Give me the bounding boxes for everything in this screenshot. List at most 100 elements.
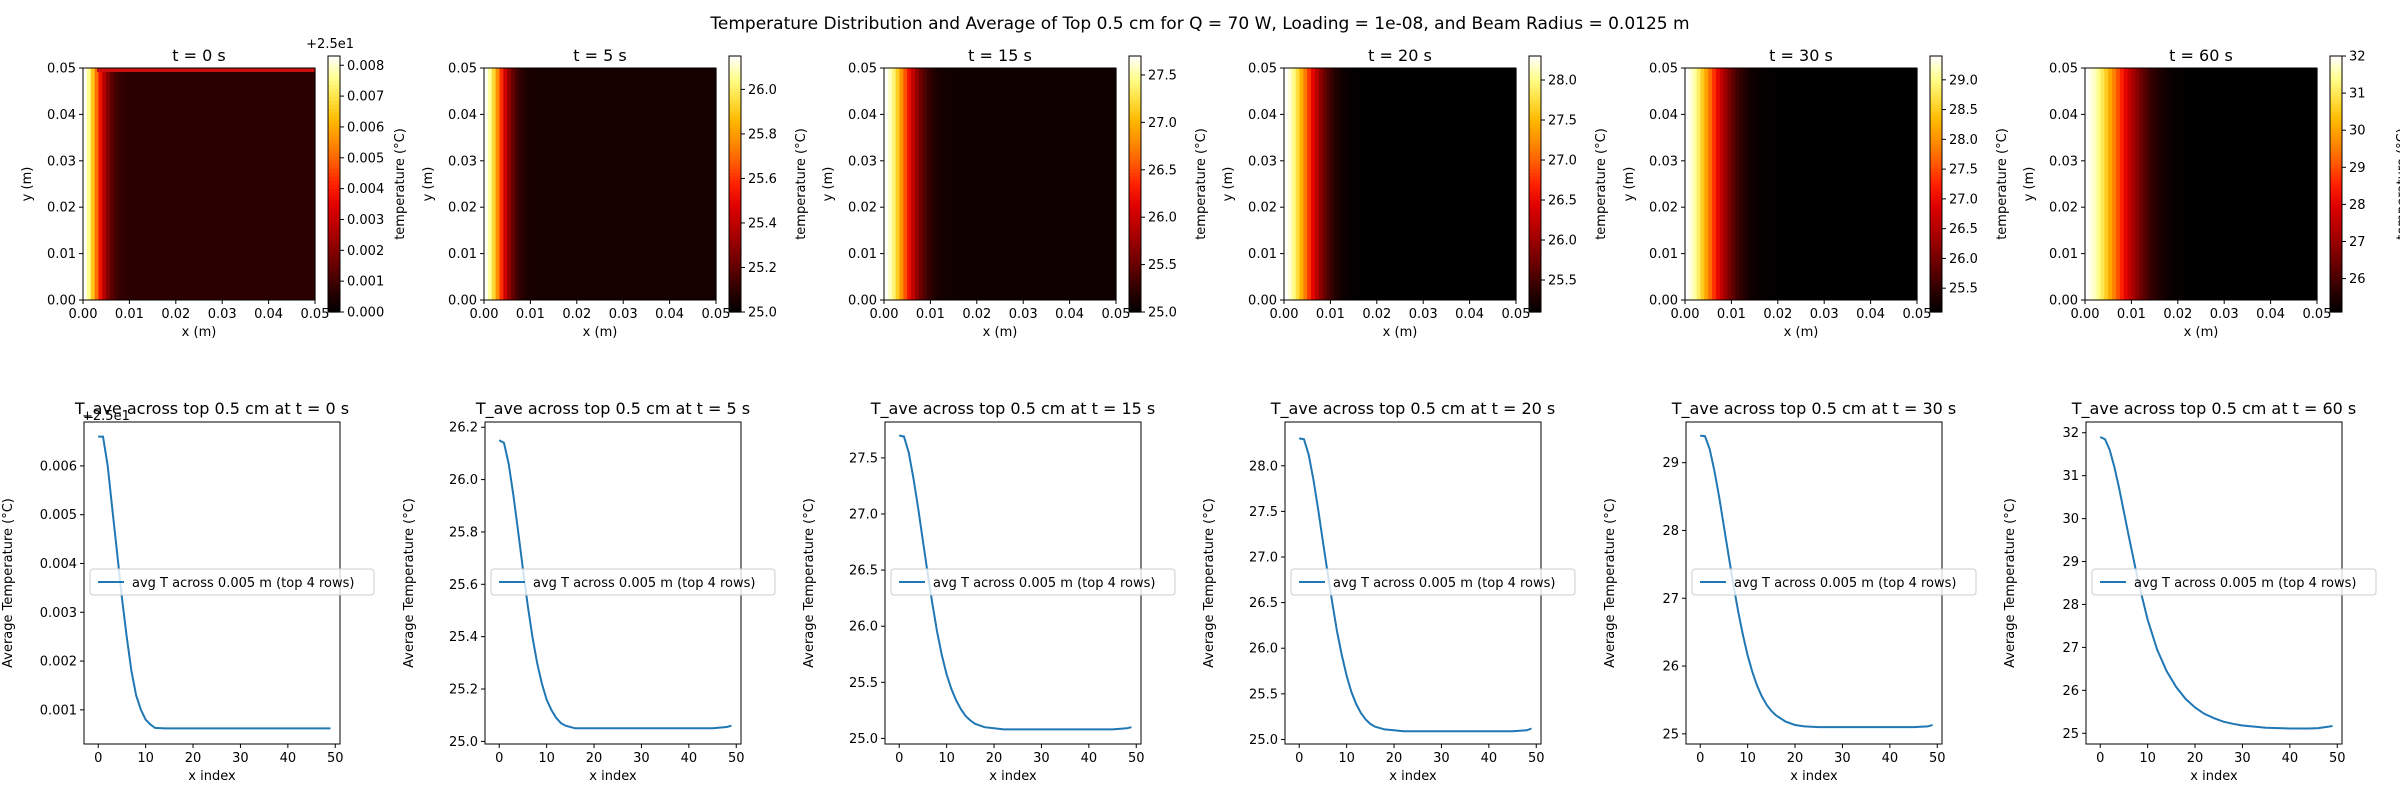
y-tick-label: 0.02 bbox=[1649, 201, 1678, 216]
colorbar-segment bbox=[1529, 200, 1541, 205]
colorbar-segment bbox=[729, 284, 741, 289]
colorbar-segment bbox=[328, 156, 340, 161]
colorbar-segment bbox=[1129, 212, 1141, 217]
x-tick-label: 50 bbox=[1528, 751, 1545, 766]
colorbar-segment bbox=[328, 240, 340, 245]
y-tick-label: 26.0 bbox=[449, 473, 478, 488]
colorbar-segment bbox=[729, 168, 741, 173]
heatmap-cell bbox=[1704, 68, 1709, 300]
heatmap-cell bbox=[1847, 68, 1852, 300]
x-tick-label: 0 bbox=[495, 751, 503, 766]
heatmap-cell bbox=[2239, 68, 2245, 300]
colorbar-segment bbox=[1930, 116, 1942, 121]
colorbar-segment bbox=[729, 220, 741, 225]
heatmap-cell bbox=[98, 68, 103, 300]
heatmap-cell bbox=[1284, 68, 1289, 300]
colorbar-segment bbox=[328, 192, 340, 197]
heatmap-cell bbox=[152, 68, 158, 300]
colorbar-segment bbox=[1930, 276, 1942, 281]
heatmap-cell bbox=[1839, 68, 1845, 300]
heatmap-cell bbox=[2220, 68, 2225, 300]
colorbar-segment bbox=[1930, 288, 1942, 293]
heatmap-cell bbox=[1485, 68, 1490, 300]
colorbar-segment bbox=[1129, 168, 1141, 173]
colorbar-segment bbox=[729, 224, 741, 229]
heatmap-frame bbox=[82, 67, 316, 301]
colorbar-segment bbox=[1129, 248, 1141, 253]
x-axis-label: x index bbox=[1389, 769, 1437, 784]
colorbar-segment bbox=[328, 208, 340, 213]
colorbar-tick-label: 25.0 bbox=[1148, 306, 1177, 321]
heatmap-cell bbox=[1766, 68, 1771, 300]
colorbar-segment bbox=[729, 124, 741, 129]
heatmap-cell bbox=[553, 68, 559, 300]
colorbar-segment bbox=[1930, 308, 1942, 313]
colorbar-segment bbox=[328, 244, 340, 249]
heatmap-cell bbox=[511, 68, 516, 300]
colorbar-segment bbox=[328, 56, 340, 61]
y-axis-label: y (m) bbox=[20, 167, 35, 202]
colorbar-segment bbox=[1529, 56, 1541, 61]
x-tick-label: 40 bbox=[280, 751, 297, 766]
colorbar-segment bbox=[328, 264, 340, 269]
heatmap-title: t = 0 s bbox=[172, 46, 225, 65]
colorbar-segment bbox=[328, 80, 340, 85]
colorbar-segment bbox=[1930, 204, 1942, 209]
colorbar-segment bbox=[1930, 160, 1942, 165]
x-tick-label: 0.01 bbox=[516, 307, 545, 322]
y-tick-label: 0.00 bbox=[2049, 294, 2078, 309]
heatmap-cell bbox=[94, 68, 100, 300]
y-tick-label: 0.00 bbox=[1248, 294, 1277, 309]
heatmap-cell bbox=[195, 68, 200, 300]
heatmap-cell bbox=[2108, 68, 2113, 300]
colorbar-segment bbox=[328, 260, 340, 265]
heatmap-cell bbox=[1762, 68, 1767, 300]
y-tick-label: 25.5 bbox=[1249, 687, 1278, 702]
colorbar-segment bbox=[328, 180, 340, 185]
heatmap-cell bbox=[1092, 68, 1098, 300]
series-line bbox=[498, 439, 732, 730]
colorbar-segment bbox=[2330, 64, 2342, 69]
heatmap-cell bbox=[953, 68, 959, 300]
colorbar-segment bbox=[1529, 240, 1541, 245]
heatmap-cell bbox=[2123, 68, 2129, 300]
heatmap-cell bbox=[1727, 68, 1732, 300]
heatmap-cell bbox=[503, 68, 508, 300]
colorbar-segment bbox=[729, 128, 741, 133]
colorbar-segment bbox=[1930, 280, 1942, 285]
heatmap-cell bbox=[1461, 68, 1467, 300]
colorbar-segment bbox=[1529, 220, 1541, 225]
heatmap-cell bbox=[164, 68, 169, 300]
heatmap-cell bbox=[2119, 68, 2125, 300]
y-tick-label: 27 bbox=[2062, 641, 2079, 656]
heatmap-cell bbox=[1046, 68, 1051, 300]
colorbar-tick-label: 0.002 bbox=[347, 244, 384, 259]
colorbar-segment bbox=[729, 164, 741, 169]
colorbar-segment bbox=[2330, 136, 2342, 141]
heatmap-cell bbox=[2154, 68, 2160, 300]
y-tick-label: 0.00 bbox=[47, 294, 76, 309]
colorbar-segment bbox=[1930, 236, 1942, 241]
colorbar-segment bbox=[1529, 264, 1541, 269]
heatmap-cell bbox=[2146, 68, 2152, 300]
y-tick-label: 0.04 bbox=[47, 108, 76, 123]
colorbar-tick-label: 25.0 bbox=[748, 306, 777, 321]
heatmap-cell bbox=[1069, 68, 1075, 300]
heatmap-cell bbox=[526, 68, 531, 300]
colorbar-segment bbox=[1930, 180, 1942, 185]
x-tick-label: 40 bbox=[1481, 751, 1498, 766]
heatmap-cell bbox=[891, 68, 897, 300]
colorbar-segment bbox=[1129, 120, 1141, 125]
heatmap-cell bbox=[1365, 68, 1370, 300]
heatmap-cell bbox=[206, 68, 212, 300]
heatmap-cell bbox=[996, 68, 1001, 300]
colorbar-tick-label: 27 bbox=[2349, 235, 2366, 250]
colorbar-tick-label: 25.8 bbox=[748, 127, 777, 142]
colorbar-segment bbox=[328, 64, 340, 69]
heatmap-cell bbox=[634, 68, 640, 300]
y-tick-label: 0.002 bbox=[40, 655, 77, 670]
heatmap-cell bbox=[530, 68, 535, 300]
heatmap-cell bbox=[1496, 68, 1502, 300]
colorbar-segment bbox=[1529, 224, 1541, 229]
